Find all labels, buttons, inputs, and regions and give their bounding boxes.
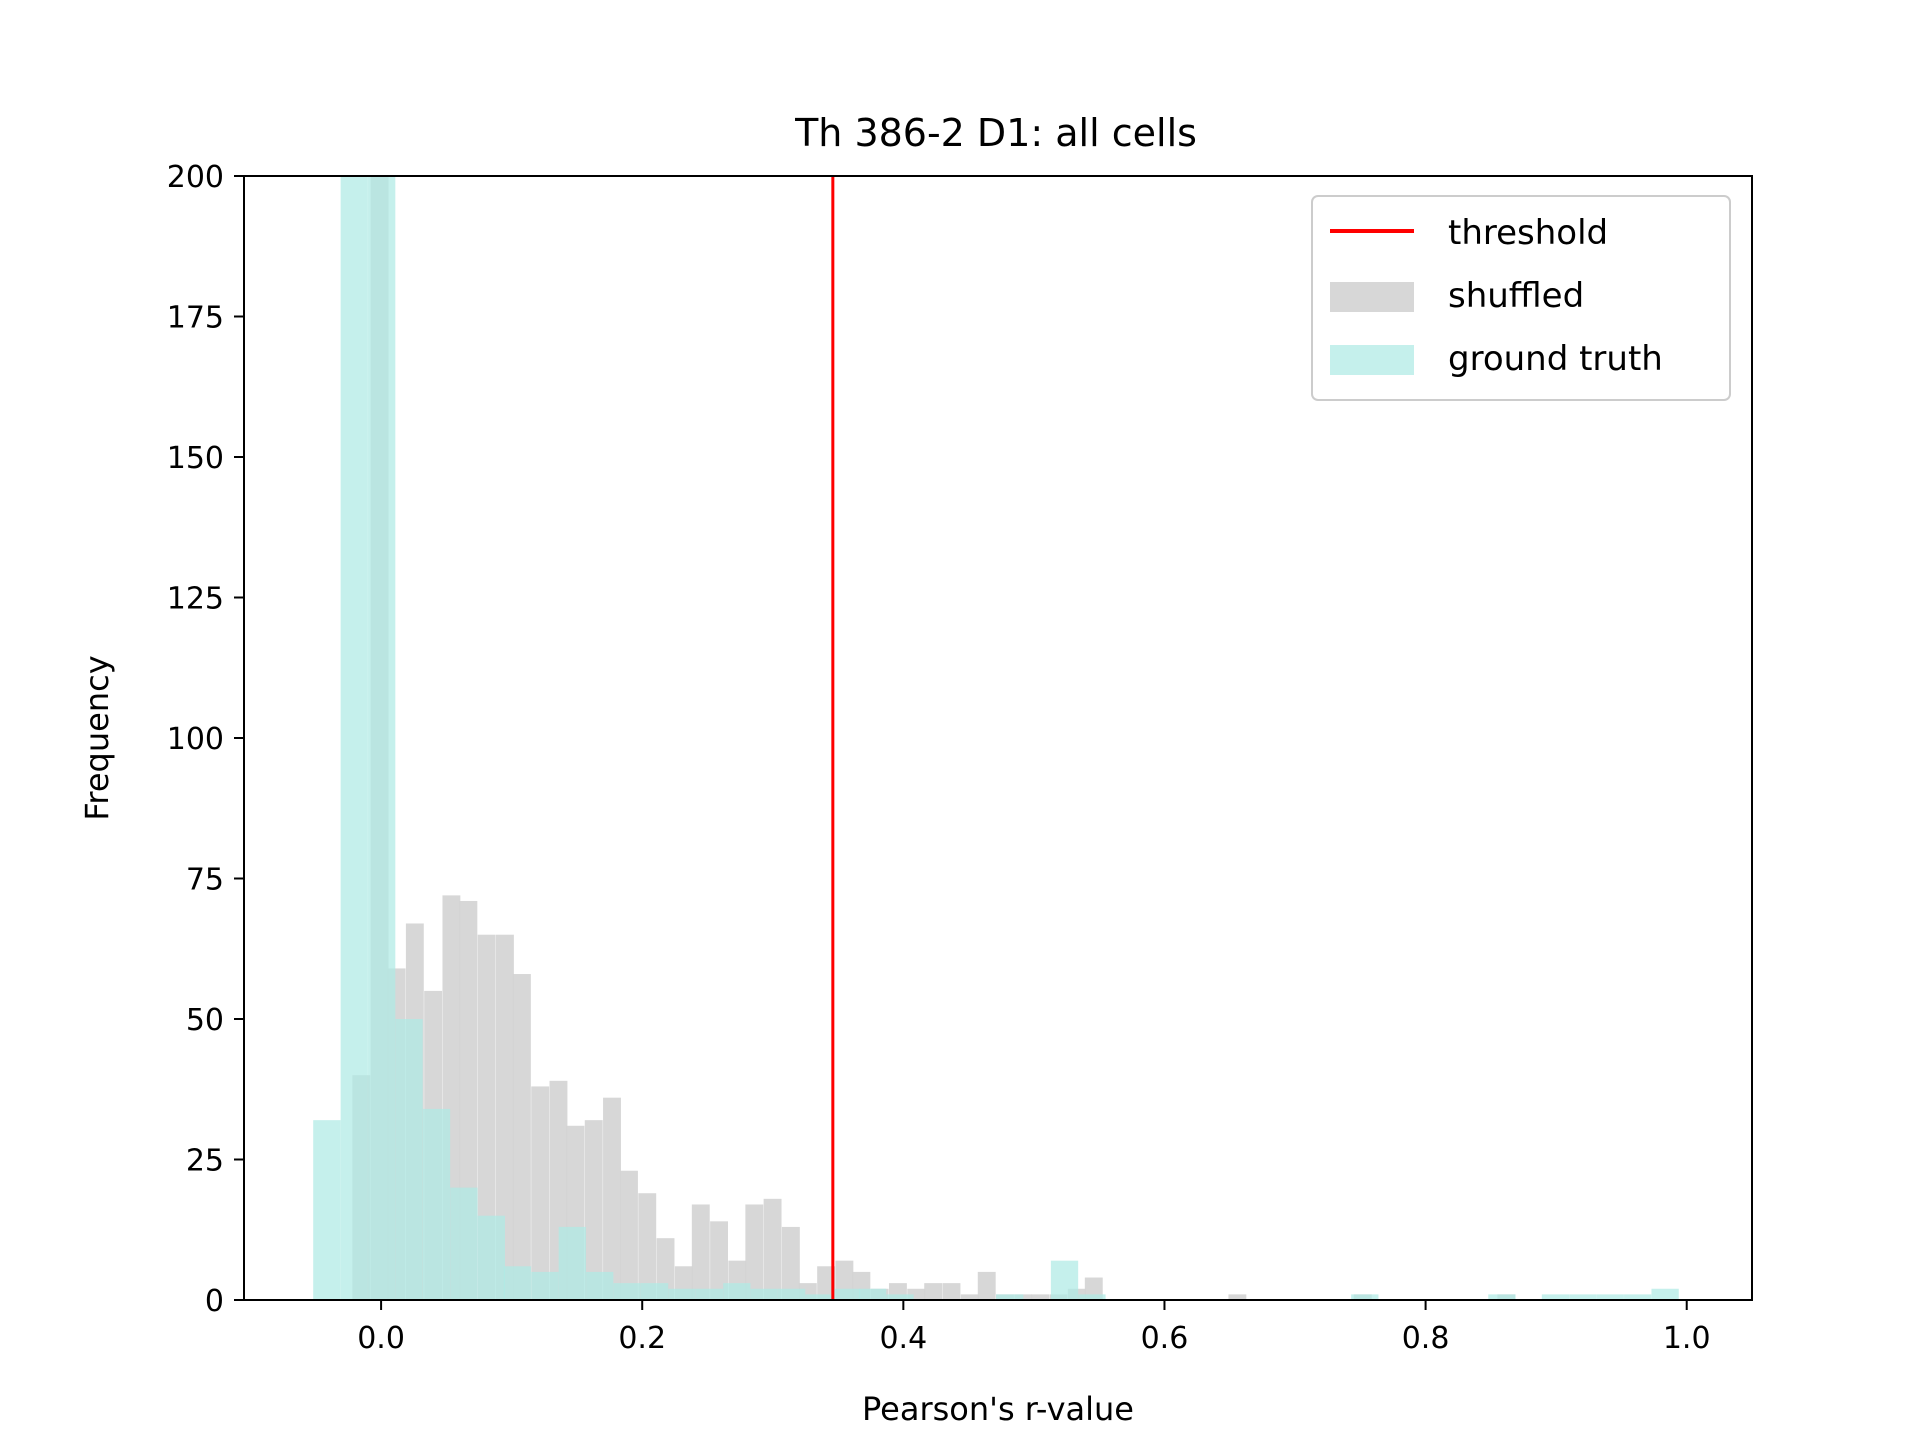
ground-truth-bar-3 [395, 1019, 423, 1300]
shuffled-bar-22 [745, 1204, 764, 1300]
ground-truth-bar-14 [695, 1288, 724, 1300]
legend-shuffled-swatch [1330, 282, 1414, 312]
x-tick-label: 0.8 [1402, 1321, 1450, 1356]
ground-truth-bar-12 [640, 1283, 669, 1300]
ground-truth-bar-23 [1050, 1260, 1079, 1300]
y-tick-label: 25 [186, 1144, 224, 1179]
shuffled-bar-34 [960, 1294, 979, 1300]
shuffled-bar-14 [603, 1097, 621, 1300]
chart-title: Th 386-2 D1: all cells [794, 111, 1197, 155]
y-tick-label: 200 [167, 160, 224, 195]
legend-box [1311, 195, 1731, 401]
y-tick-label: 150 [167, 441, 224, 476]
x-tick-label: 1.0 [1663, 1321, 1711, 1356]
ground-truth-bar-10 [586, 1271, 614, 1300]
y-tick-label: 175 [167, 301, 224, 336]
ground-truth-bar-11 [613, 1283, 641, 1300]
ground-truth-bar-22 [996, 1294, 1024, 1300]
shuffled-bar-8 [495, 934, 514, 1300]
ground-truth-bar-27 [1541, 1294, 1570, 1300]
shuffled-bar-38 [1031, 1294, 1050, 1300]
y-tick-label: 0 [205, 1284, 224, 1319]
x-axis-ticks: 0.0 0.2 0.4 0.6 0.8 1.0 [357, 1300, 1711, 1356]
ground-truth-bar-25 [1351, 1294, 1379, 1300]
ground-truth-bar-31 [1651, 1288, 1679, 1300]
ground-truth-bar-5 [450, 1187, 478, 1300]
ground-truth-series [313, 176, 1679, 1300]
ground-truth-bar-19 [832, 1288, 861, 1300]
y-tick-label: 75 [186, 863, 224, 898]
shuffled-bar-15 [620, 1170, 638, 1300]
y-axis-ticks: 0 25 50 75 100 125 150 175 200 [167, 160, 244, 1319]
ground-truth-bar-17 [778, 1288, 806, 1300]
shuffled-bar-7 [477, 934, 496, 1300]
ground-truth-bar-24 [1078, 1294, 1106, 1300]
shuffled-bar-31 [907, 1288, 926, 1300]
legend-ground-truth-label: ground truth [1448, 339, 1663, 379]
shuffled-bar-42 [1228, 1294, 1247, 1300]
shuffled-bar-26 [817, 1266, 836, 1300]
plot-area [313, 176, 1679, 1300]
legend-threshold-label: threshold [1448, 213, 1608, 253]
shuffled-bar-19 [691, 1204, 710, 1300]
x-tick-label: 0.4 [879, 1321, 927, 1356]
shuffled-bar-32 [924, 1283, 943, 1300]
shuffled-bar-23 [763, 1198, 782, 1300]
shuffled-bar-9 [512, 974, 531, 1300]
x-tick-label: 0.0 [357, 1321, 405, 1356]
shuffled-bar-13 [584, 1120, 603, 1300]
ground-truth-bar-0 [313, 1120, 341, 1300]
ground-truth-bar-26 [1488, 1294, 1516, 1300]
x-tick-label: 0.2 [618, 1321, 666, 1356]
shuffled-bar-35 [977, 1271, 996, 1300]
ground-truth-bar-20 [858, 1288, 887, 1300]
y-tick-label: 100 [167, 722, 224, 757]
ground-truth-bar-16 [750, 1288, 778, 1300]
legend-ground-truth-swatch [1330, 345, 1414, 375]
legend: threshold shuffled ground truth [1311, 195, 1731, 401]
y-tick-label: 125 [167, 582, 224, 617]
shuffled-bar-33 [942, 1283, 961, 1300]
ground-truth-bar-15 [723, 1283, 751, 1300]
ground-truth-bar-18 [805, 1294, 833, 1300]
x-tick-label: 0.6 [1141, 1321, 1189, 1356]
ground-truth-bar-4 [422, 1108, 451, 1300]
ground-truth-bar-8 [531, 1271, 559, 1300]
x-axis-label: Pearson's r-value [862, 1390, 1134, 1428]
shuffled-bar-10 [531, 1086, 550, 1300]
legend-shuffled-label: shuffled [1448, 276, 1584, 316]
ground-truth-bar-9 [558, 1226, 586, 1300]
y-axis-label: Frequency [78, 655, 116, 820]
ground-truth-bar-7 [503, 1266, 532, 1300]
y-tick-label: 50 [186, 1003, 224, 1038]
ground-truth-bar-6 [477, 1215, 505, 1300]
shuffled-bar-24 [781, 1226, 800, 1300]
ground-truth-bar-30 [1624, 1294, 1652, 1300]
ground-truth-bar-13 [668, 1288, 696, 1300]
ground-truth-bar-28 [1569, 1294, 1597, 1300]
shuffled-bar-16 [638, 1193, 657, 1300]
shuffled-bar-20 [710, 1221, 728, 1300]
ground-truth-bar-1 [340, 176, 368, 1300]
ground-truth-bar-21 [886, 1294, 914, 1300]
ground-truth-bar-29 [1596, 1294, 1624, 1300]
ground-truth-bar-2 [368, 176, 396, 1300]
